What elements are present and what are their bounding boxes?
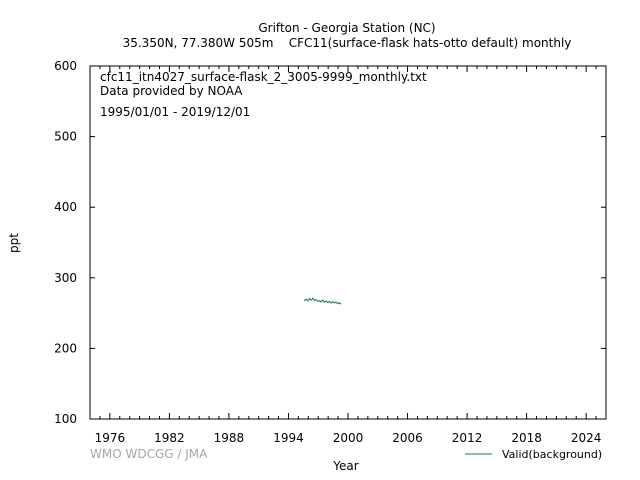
data-point [317, 300, 319, 303]
data-point [315, 299, 317, 301]
series-line [304, 297, 342, 305]
y-tick-label: 400 [54, 200, 77, 214]
x-axis: 1976 1982 1988 1994 2000 2006 2012 2018 2024 [89, 66, 607, 445]
info-line-period: 1995/01/01 - 2019/12/01 [100, 105, 250, 119]
data-point [333, 302, 335, 304]
data-point [307, 300, 309, 302]
data-point [312, 297, 314, 299]
chart-title: Grifton - Georgia Station (NC) [258, 21, 435, 35]
data-point [328, 300, 330, 303]
y-tick-label: 500 [54, 130, 77, 144]
chart-subtitle: 35.350N, 77.380W 505m CFC11(surface-flas… [123, 36, 572, 50]
data-point [337, 302, 339, 305]
x-tick-label: 1982 [154, 431, 185, 445]
data-point [340, 303, 342, 305]
data-point [310, 299, 312, 301]
x-tick-label: 1994 [273, 431, 304, 445]
legend: Valid(background) [465, 448, 602, 461]
data-point [313, 299, 316, 301]
data-point [327, 301, 329, 304]
x-tick-label: 2018 [511, 431, 542, 445]
x-tick-label: 2000 [333, 431, 364, 445]
data-point [320, 301, 322, 303]
data-point [338, 302, 340, 304]
y-tick-label: 300 [54, 271, 77, 285]
y-axis-label: ppt [7, 233, 21, 253]
data-point [308, 298, 311, 300]
info-line-file: cfc11_itn4027_surface-flask_2_3005-9999_… [100, 70, 427, 84]
data-point [323, 301, 325, 303]
data-point [330, 302, 332, 304]
x-tick-label: 2012 [452, 431, 483, 445]
data-point [325, 300, 327, 302]
y-axis: 100 200 300 400 500 600 [54, 59, 606, 426]
legend-label: Valid(background) [502, 448, 602, 461]
data-point [335, 301, 337, 303]
x-tick-label: 2006 [392, 431, 423, 445]
data-point [305, 298, 307, 300]
data-point [322, 299, 324, 301]
info-line-provider: Data provided by NOAA [100, 84, 243, 98]
y-tick-label: 200 [54, 341, 77, 355]
x-tick-label: 1988 [214, 431, 245, 445]
x-axis-label: Year [332, 459, 358, 473]
y-tick-label: 100 [54, 412, 77, 426]
y-tick-label: 600 [54, 59, 77, 73]
data-point [303, 299, 306, 301]
credit-text: WMO WDCGG / JMA [90, 447, 208, 461]
data-point [318, 300, 321, 302]
series-layer [303, 297, 342, 305]
x-tick-label: 2024 [571, 431, 602, 445]
x-tick-label: 1976 [95, 431, 126, 445]
data-point [332, 301, 334, 303]
